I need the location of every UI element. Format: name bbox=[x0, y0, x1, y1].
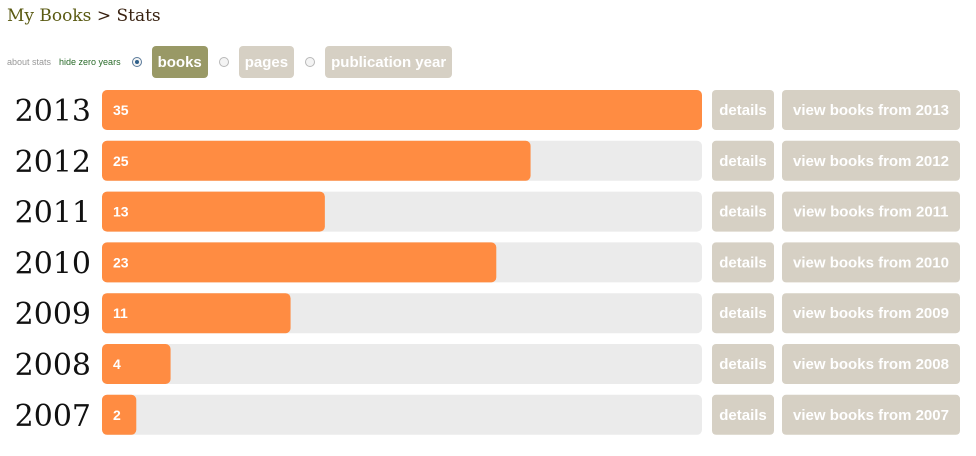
year-label: 2010 bbox=[15, 246, 91, 281]
bar-track bbox=[102, 344, 702, 384]
year-label: 2012 bbox=[15, 145, 91, 180]
year-label: 2008 bbox=[15, 348, 91, 383]
details-button[interactable] bbox=[712, 191, 774, 232]
view-books-button[interactable] bbox=[782, 191, 960, 232]
view-books-button-label: view books from 2007 bbox=[793, 407, 949, 424]
books-option-button[interactable]: books bbox=[151, 46, 208, 78]
hide-zero-years-link[interactable]: hide zero years bbox=[59, 57, 121, 67]
view-books-button-label: view books from 2012 bbox=[793, 153, 949, 170]
view-books-button[interactable] bbox=[782, 242, 960, 283]
publication-year-radio[interactable] bbox=[305, 57, 316, 67]
bar-value-label: 23 bbox=[113, 254, 129, 270]
bar[interactable] bbox=[102, 344, 171, 384]
breadcrumb: My Books > Stats bbox=[7, 6, 161, 26]
view-books-button[interactable] bbox=[782, 293, 960, 334]
details-button-label: details bbox=[719, 204, 767, 221]
view-books-button[interactable] bbox=[782, 344, 960, 384]
publication-year-option-button[interactable]: publication year bbox=[325, 46, 453, 78]
view-books-button-label: view books from 2013 bbox=[793, 102, 949, 119]
details-button-label: details bbox=[719, 102, 767, 119]
view-books-button-label: view books from 2009 bbox=[793, 305, 949, 322]
details-button-label: details bbox=[719, 153, 767, 170]
details-button[interactable] bbox=[712, 394, 774, 435]
view-books-button-label: view books from 2010 bbox=[793, 254, 949, 271]
books-radio[interactable] bbox=[131, 57, 142, 67]
bar-value-label: 2 bbox=[113, 407, 121, 423]
bar-value-label: 35 bbox=[113, 102, 129, 118]
bar-value-label: 13 bbox=[113, 204, 129, 220]
year-label: 2009 bbox=[15, 297, 91, 332]
bar[interactable] bbox=[102, 242, 497, 283]
details-button[interactable] bbox=[712, 140, 774, 181]
bar-value-label: 25 bbox=[113, 153, 129, 169]
bar[interactable] bbox=[102, 394, 137, 435]
bar[interactable] bbox=[102, 140, 531, 181]
bar[interactable] bbox=[102, 293, 291, 334]
bar-track bbox=[102, 394, 702, 435]
view-books-button[interactable] bbox=[782, 394, 960, 435]
details-button[interactable] bbox=[712, 293, 774, 334]
view-books-button[interactable] bbox=[782, 90, 960, 130]
details-button-label: details bbox=[719, 254, 767, 271]
details-button-label: details bbox=[719, 305, 767, 322]
bar-value-label: 4 bbox=[113, 356, 121, 372]
year-label: 2013 bbox=[15, 94, 91, 129]
view-books-button-label: view books from 2011 bbox=[793, 204, 948, 221]
pages-option-button[interactable]: pages bbox=[238, 46, 295, 78]
year-label: 2007 bbox=[15, 399, 91, 434]
stats-controls: about stats hide zero years books pages … bbox=[7, 44, 453, 80]
bar[interactable] bbox=[102, 191, 325, 232]
view-books-button-label: view books from 2008 bbox=[793, 356, 949, 373]
details-button[interactable] bbox=[712, 344, 774, 384]
breadcrumb-current: Stats bbox=[116, 6, 161, 26]
details-button-label: details bbox=[719, 407, 767, 424]
pages-radio[interactable] bbox=[218, 57, 229, 67]
details-button[interactable] bbox=[712, 242, 774, 283]
about-stats-link[interactable]: about stats bbox=[7, 57, 52, 67]
view-books-button[interactable] bbox=[782, 140, 960, 181]
bar[interactable] bbox=[102, 90, 702, 130]
breadcrumb-separator: > bbox=[96, 6, 112, 26]
breadcrumb-my-books-link[interactable]: My Books bbox=[7, 6, 92, 26]
bar-value-label: 11 bbox=[113, 305, 128, 321]
details-button[interactable] bbox=[712, 90, 774, 130]
year-label: 2011 bbox=[15, 196, 91, 231]
details-button-label: details bbox=[719, 356, 767, 373]
